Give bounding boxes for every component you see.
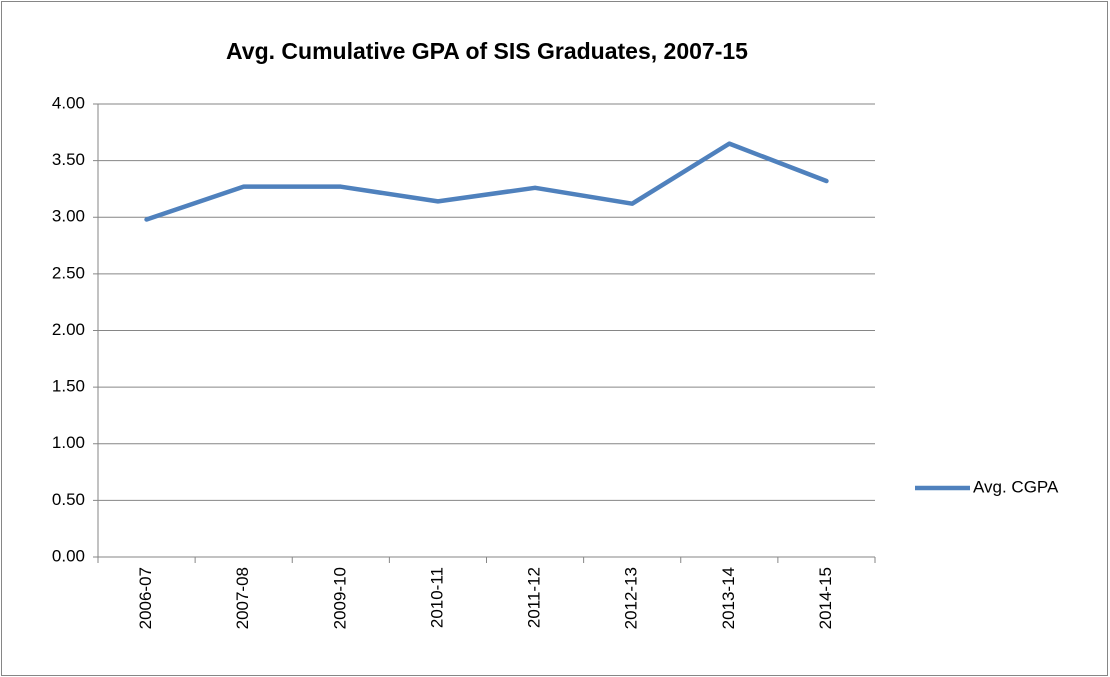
x-tick-label: 2013-14 <box>719 567 738 629</box>
legend-label: Avg. CGPA <box>973 477 1059 496</box>
y-tick-label: 1.00 <box>52 433 85 452</box>
x-tick-label: 2011-12 <box>525 567 544 628</box>
y-tick-label: 0.50 <box>52 490 85 509</box>
y-tick-label: 2.00 <box>52 320 85 339</box>
line-series <box>144 141 829 222</box>
y-tick-label: 3.50 <box>52 150 85 169</box>
y-tick-label: 1.50 <box>52 377 85 396</box>
x-tick-label: 2012-13 <box>622 567 641 629</box>
y-tick-label: 4.00 <box>52 93 85 112</box>
chart-title: Avg. Cumulative GPA of SIS Graduates, 20… <box>226 38 748 64</box>
x-tick-label: 2009-10 <box>330 567 349 629</box>
y-tick-label: 0.00 <box>52 546 85 565</box>
x-tick-label: 2014-15 <box>816 567 835 629</box>
y-tick-label: 3.00 <box>52 207 85 226</box>
x-tick-label: 2010-11 <box>427 567 446 628</box>
y-tick-label: 2.50 <box>52 263 85 282</box>
x-tick-label: 2006-07 <box>136 567 155 629</box>
x-tick-label: 2007-08 <box>233 567 252 629</box>
